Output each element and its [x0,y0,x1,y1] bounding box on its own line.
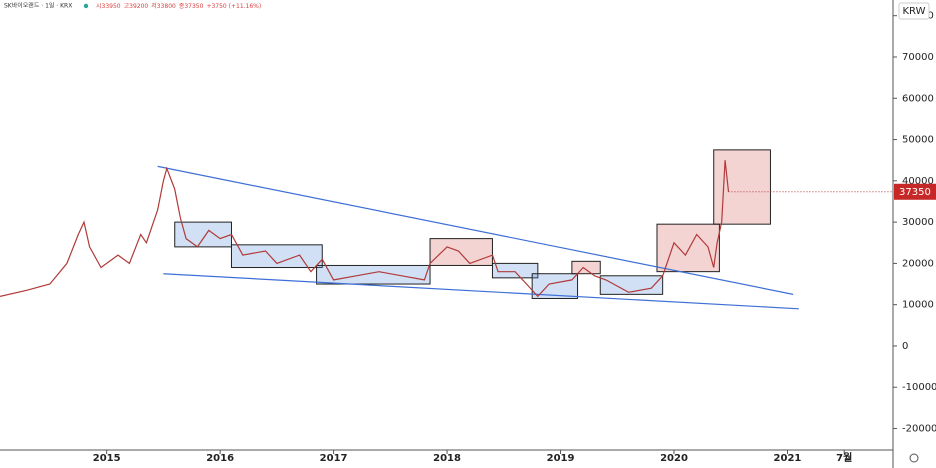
x-tick-label: 2020 [660,453,688,464]
symbol-title: SK바이오랜드 · 1일 · KRX [4,2,72,10]
settings-icon[interactable] [909,453,919,463]
y-tick-label: 20000 [902,258,934,269]
range-box [599,275,664,295]
range-box [174,221,232,248]
price-line [0,160,730,298]
currency-badge[interactable] [898,2,930,20]
x-tick-label: 2016 [206,453,234,464]
y-tick-label: -10000 [902,382,936,393]
x-tick-label: 2019 [547,453,575,464]
ohlc-value: 시33950 [96,3,121,10]
header: SK바이오랜드 · 1일 · KRX 시33950 고39200 저33800 종37… [4,2,261,10]
ohlc-value: 저33800 [151,2,176,10]
y-tick-label: 0 [902,341,908,352]
y-tick-label: -20000 [902,424,936,435]
range-box [230,244,323,269]
y-tick-label: 70000 [902,52,934,63]
x-tick-label: 2021 [774,453,802,464]
x-tick-label: 7월 [836,452,852,464]
x-tick-label: 2018 [433,453,461,464]
range-box [316,264,431,285]
ohlc: 시33950 고39200 저33800 종37350 +3750 (+11.16%) [96,2,261,10]
currency: KRW [903,6,926,17]
last-price-tag [894,183,936,200]
y-tick-label: 40000 [902,176,934,187]
last-price-label: 37350 [899,187,931,198]
range-box [491,262,539,279]
status-dot [83,3,89,9]
y-tick-label: 60000 [902,93,934,104]
ohlc-value: 고39200 [124,3,149,10]
ohlc-value: +3750 (+11.16%) [206,3,261,10]
x-tick-label: 2017 [320,453,348,464]
y-tick-label: 30000 [902,217,934,228]
range-box [429,238,493,266]
trendline [157,165,794,295]
y-tick-label: 10000 [902,300,934,311]
plot-area [0,149,799,310]
trendline [163,273,799,310]
x-tick-label: 2015 [93,453,121,464]
range-box [571,260,601,275]
ohlc-value: 종37350 [179,3,204,10]
y-tick-label: 50000 [902,135,934,146]
